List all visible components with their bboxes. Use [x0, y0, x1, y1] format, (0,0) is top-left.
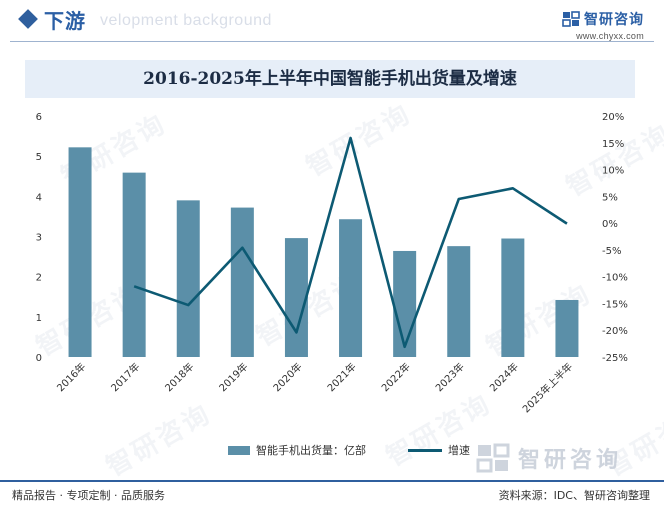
left-tick-label: 5	[36, 152, 42, 163]
bar	[122, 172, 146, 357]
x-tick-label: 2024年	[487, 360, 521, 394]
x-tick-label: 2025年上半年	[520, 360, 575, 415]
large-logo: 智研咨询	[476, 442, 622, 474]
brand-logo-icon	[562, 10, 580, 27]
x-tick-label: 2018年	[162, 360, 196, 394]
legend: 智能手机出货量：亿部 增速	[228, 442, 470, 458]
bar	[284, 238, 308, 357]
left-tick-label: 0	[36, 353, 42, 364]
x-axis-labels: 2016年 2017年 2018年 2019年 2020年 2021年 2022年 2023年…	[54, 360, 575, 415]
right-tick-label: -10%	[602, 273, 628, 284]
footer: 精品报告 · 专项定制 · 品质服务 资料来源：IDC、智研咨询整理	[0, 480, 664, 508]
bar	[447, 246, 471, 357]
left-tick-label: 6	[36, 112, 42, 123]
large-logo-name: 智研咨询	[518, 448, 623, 473]
footer-divider	[0, 480, 664, 482]
header-divider	[10, 41, 654, 42]
chart: 0 1 2 3 4 5 6 -25% -20% -15% -10% -5% 0% 5% 10% 15% 20%…	[36, 112, 628, 415]
chart-title: 2016-2025年上半年中国智能手机出货量及增速	[143, 69, 517, 89]
legend-bar-label: 智能手机出货量：亿部	[256, 444, 366, 457]
left-axis-ticks: 0 1 2 3 4 5 6	[36, 112, 42, 364]
right-axis-ticks: -25% -20% -15% -10% -5% 0% 5% 10% 15% 20%	[602, 112, 628, 364]
x-tick-label: 2022年	[379, 360, 413, 394]
right-tick-label: -15%	[602, 299, 628, 310]
legend-line-label: 增速	[448, 444, 470, 457]
right-tick-label: -25%	[602, 353, 628, 364]
x-tick-label: 2019年	[216, 360, 250, 394]
large-logo-icon	[476, 443, 510, 473]
bar	[393, 250, 417, 357]
bar	[501, 238, 525, 357]
brand-url: www.chyxx.com	[576, 30, 644, 41]
x-tick-label: 2020年	[270, 360, 304, 394]
legend-bar-swatch	[228, 445, 250, 455]
right-tick-label: 15%	[602, 139, 624, 150]
right-tick-label: 10%	[602, 166, 624, 177]
bar	[68, 147, 92, 357]
legend-line-swatch	[408, 448, 442, 452]
x-tick-label: 2016年	[54, 360, 88, 394]
brand: 智研咨询 www.chyxx.com	[562, 8, 644, 41]
left-tick-label: 3	[36, 233, 42, 244]
left-tick-label: 2	[36, 273, 42, 284]
right-tick-label: 5%	[602, 192, 618, 203]
section-title: 下游	[44, 9, 86, 33]
footer-slogan: 精品报告 · 专项定制 · 品质服务	[12, 489, 165, 502]
chart-title-band: 2016-2025年上半年中国智能手机出货量及增速	[25, 60, 635, 98]
right-tick-label: -20%	[602, 326, 628, 337]
right-tick-label: -5%	[602, 246, 621, 257]
x-tick-label: 2017年	[108, 360, 142, 394]
header: 下游 velopment background 智研咨询 www.chyxx.c…	[0, 0, 664, 44]
diamond-icon	[18, 9, 38, 29]
right-tick-label: 20%	[602, 112, 624, 123]
right-tick-label: 0%	[602, 219, 618, 230]
x-tick-label: 2023年	[433, 360, 467, 394]
header-background-text: velopment background	[100, 12, 272, 29]
bar	[339, 219, 363, 357]
line-series	[133, 136, 568, 349]
x-tick-label: 2021年	[324, 360, 358, 394]
left-tick-label: 1	[36, 313, 42, 324]
bar	[230, 207, 254, 357]
bar	[555, 299, 579, 357]
brand-name: 智研咨询	[584, 11, 644, 28]
footer-source: 资料来源：IDC、智研咨询整理	[498, 489, 650, 502]
bar-series	[68, 147, 579, 357]
bar	[176, 200, 200, 357]
left-tick-label: 4	[36, 192, 42, 203]
